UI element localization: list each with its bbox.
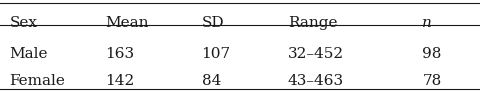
Text: 107: 107: [202, 47, 231, 61]
Text: Mean: Mean: [106, 16, 149, 30]
Text: Female: Female: [10, 74, 65, 88]
Text: Sex: Sex: [10, 16, 37, 30]
Text: SD: SD: [202, 16, 224, 30]
Text: 98: 98: [422, 47, 442, 61]
Text: Range: Range: [288, 16, 337, 30]
Text: 78: 78: [422, 74, 442, 88]
Text: 32–452: 32–452: [288, 47, 344, 61]
Text: 43–463: 43–463: [288, 74, 344, 88]
Text: 142: 142: [106, 74, 135, 88]
Text: Male: Male: [10, 47, 48, 61]
Text: 84: 84: [202, 74, 221, 88]
Text: n: n: [422, 16, 432, 30]
Text: 163: 163: [106, 47, 135, 61]
